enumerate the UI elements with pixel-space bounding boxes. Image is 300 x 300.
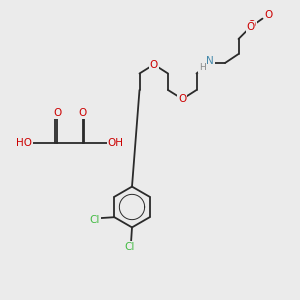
Text: Cl: Cl bbox=[90, 214, 100, 225]
Text: O: O bbox=[53, 108, 61, 118]
Text: H: H bbox=[199, 63, 206, 72]
Text: N: N bbox=[206, 56, 214, 67]
Text: HO: HO bbox=[16, 138, 32, 148]
Text: OH: OH bbox=[107, 138, 124, 148]
Text: O: O bbox=[78, 108, 87, 118]
Text: O: O bbox=[246, 22, 255, 32]
Text: O: O bbox=[150, 59, 158, 70]
Text: O: O bbox=[178, 94, 187, 104]
Text: O: O bbox=[264, 10, 273, 20]
Text: O: O bbox=[248, 20, 256, 31]
Text: Cl: Cl bbox=[124, 242, 135, 252]
